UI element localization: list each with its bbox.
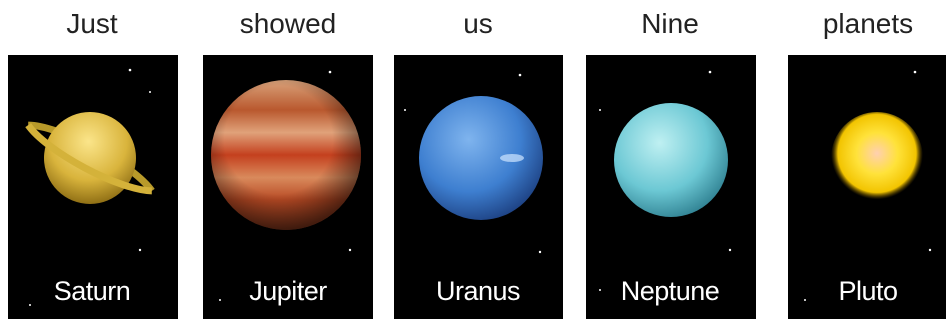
caption: planets <box>823 8 913 39</box>
planet-label: Uranus <box>436 276 520 306</box>
star <box>599 289 601 291</box>
planet <box>614 103 728 217</box>
star <box>149 91 151 93</box>
planet-label: Saturn <box>54 276 131 306</box>
star <box>804 299 806 301</box>
star <box>349 249 351 251</box>
star <box>914 71 917 74</box>
star <box>139 249 141 251</box>
cloud <box>500 154 524 162</box>
caption: Nine <box>641 8 699 39</box>
caption: showed <box>240 8 337 39</box>
star <box>929 249 931 251</box>
planet-strip: Just showed us Nine planets <box>0 0 946 319</box>
star <box>599 109 601 111</box>
star <box>404 109 406 111</box>
star <box>729 249 731 251</box>
page: Planets {"cards": [ {"caption": "Just", … <box>0 0 946 319</box>
planet-label: Pluto <box>838 276 897 306</box>
star <box>709 71 712 74</box>
planet-label: Jupiter <box>249 276 327 306</box>
star <box>29 304 31 306</box>
star <box>329 71 332 74</box>
planet <box>419 96 543 220</box>
star <box>219 299 221 301</box>
caption: us <box>463 8 493 39</box>
planet-shade <box>211 80 361 230</box>
planet-label: Neptune <box>621 276 720 306</box>
body: Just showed us Nine planets <box>0 0 946 319</box>
star <box>129 69 132 72</box>
star <box>519 74 522 77</box>
star <box>539 251 541 253</box>
caption: Just <box>66 8 118 39</box>
planet <box>831 112 923 204</box>
